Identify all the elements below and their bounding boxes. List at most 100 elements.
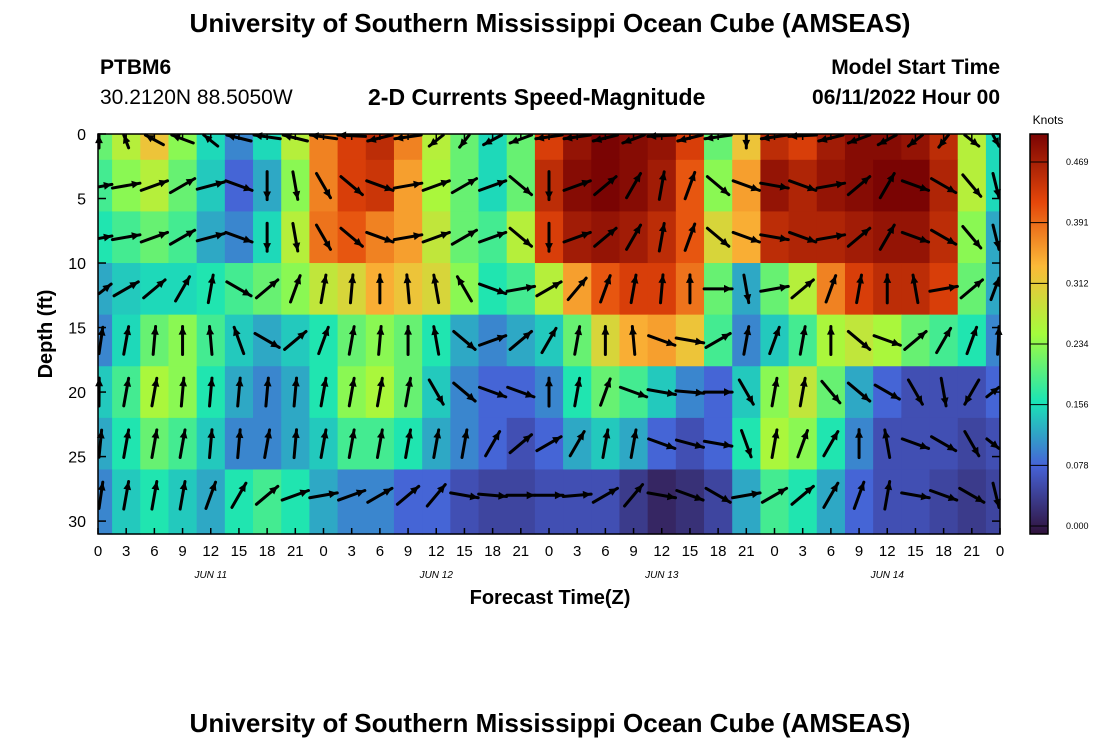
colorbar-gradient xyxy=(1029,133,1049,535)
x-tick-label: 12 xyxy=(202,543,219,560)
current-vector xyxy=(930,435,958,453)
current-vector xyxy=(593,226,618,248)
current-vector xyxy=(646,388,678,397)
current-vector xyxy=(319,376,329,408)
x-tick-label: 6 xyxy=(601,543,609,560)
current-vector xyxy=(289,274,302,304)
x-tick-label: 3 xyxy=(348,543,356,560)
current-vector xyxy=(900,437,931,450)
current-vector xyxy=(150,376,160,408)
current-vector xyxy=(882,428,892,459)
x-tick-label: 18 xyxy=(935,543,952,560)
heat-cell xyxy=(985,469,1001,535)
current-vector xyxy=(174,275,192,303)
x-tick-label: 21 xyxy=(738,543,755,560)
colorbar-tick-label: 0.312 xyxy=(1066,278,1089,288)
current-vector xyxy=(883,480,893,511)
current-vector xyxy=(506,385,536,399)
current-vector xyxy=(280,489,310,502)
current-vector xyxy=(207,428,216,460)
current-vector xyxy=(623,483,645,508)
current-vector xyxy=(822,481,840,509)
speed-heatmap xyxy=(98,134,1001,535)
current-vector xyxy=(545,170,553,202)
current-vector xyxy=(827,324,835,356)
x-tick-label: 9 xyxy=(404,543,412,560)
colorbar-label: Knots xyxy=(1033,113,1064,127)
heat-cell xyxy=(478,469,508,535)
current-vector xyxy=(561,490,593,499)
current-vector xyxy=(97,182,114,190)
current-vector xyxy=(206,273,216,305)
chart-subtitle: 2-D Currents Speed-Magnitude xyxy=(368,84,706,110)
current-vector xyxy=(477,491,509,500)
current-vector xyxy=(347,325,357,356)
current-vector xyxy=(395,484,421,506)
x-tick-label: 18 xyxy=(259,543,276,560)
current-vector xyxy=(449,491,480,501)
current-vector xyxy=(315,171,332,200)
current-vector xyxy=(477,282,508,296)
heat-cell xyxy=(816,469,846,535)
current-vector xyxy=(505,491,537,500)
current-vector xyxy=(545,376,553,408)
current-vector xyxy=(790,278,815,300)
current-vector xyxy=(878,171,896,200)
x-tick-label: 21 xyxy=(287,543,304,560)
current-vector xyxy=(991,223,1001,251)
heat-cell xyxy=(985,263,1001,316)
current-vector xyxy=(910,273,920,305)
current-vector xyxy=(150,480,160,511)
footer-title: University of Southern Mississippi Ocean… xyxy=(189,708,911,738)
current-vector xyxy=(230,481,248,509)
current-vector xyxy=(647,437,677,450)
current-vector xyxy=(365,179,395,192)
x-tick-label: 3 xyxy=(573,543,581,560)
current-vector xyxy=(798,325,808,356)
heat-cell xyxy=(929,469,959,535)
x-tick-label: 6 xyxy=(150,543,158,560)
current-vector xyxy=(939,376,949,408)
current-vector xyxy=(404,428,413,459)
current-vector xyxy=(759,181,790,191)
current-vector xyxy=(989,276,1001,302)
current-vector xyxy=(195,180,226,191)
current-vector xyxy=(376,325,385,356)
current-vector xyxy=(545,221,553,253)
current-vector xyxy=(759,233,790,243)
current-vector xyxy=(206,325,215,356)
heat-cell xyxy=(647,469,677,535)
current-vector xyxy=(168,228,197,246)
current-vector xyxy=(737,378,755,406)
current-vector xyxy=(873,383,901,401)
colorbar-tick-label: 0.000 xyxy=(1066,521,1089,531)
station-id: PTBM6 xyxy=(100,56,172,79)
current-vector xyxy=(742,273,752,305)
x-tick-label: 15 xyxy=(231,543,248,560)
current-vector xyxy=(421,230,451,244)
current-vector xyxy=(599,274,612,304)
current-vector xyxy=(872,334,902,347)
current-vector xyxy=(900,179,931,192)
x-tick-label: 21 xyxy=(963,543,980,560)
current-vector xyxy=(985,437,1001,450)
current-vector xyxy=(824,274,838,304)
x-tick-label: 0 xyxy=(545,543,553,560)
current-vector xyxy=(97,282,113,296)
current-vector xyxy=(963,378,981,406)
current-vector xyxy=(683,170,697,201)
heat-cell xyxy=(675,469,705,535)
x-tick-label: 12 xyxy=(653,543,670,560)
current-vector xyxy=(855,273,864,305)
current-vector xyxy=(822,430,840,458)
current-vector xyxy=(906,378,924,406)
current-vector xyxy=(903,329,928,351)
x-tick-label: 0 xyxy=(319,543,327,560)
current-vector xyxy=(421,179,451,192)
current-vector xyxy=(283,329,308,351)
current-vector xyxy=(788,230,818,244)
current-vector xyxy=(178,324,187,356)
current-vector xyxy=(573,376,583,408)
current-vector xyxy=(150,428,160,459)
x-tick-label: 15 xyxy=(456,543,473,560)
